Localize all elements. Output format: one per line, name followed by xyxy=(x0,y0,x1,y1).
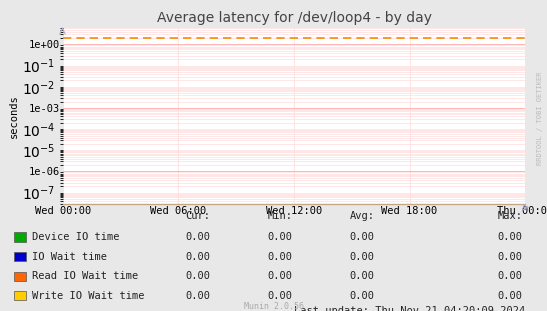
Text: 0.00: 0.00 xyxy=(350,252,375,262)
Text: Min:: Min: xyxy=(267,211,293,221)
Text: 0.00: 0.00 xyxy=(185,272,211,281)
Text: 0.00: 0.00 xyxy=(267,232,293,242)
Text: Write IO Wait time: Write IO Wait time xyxy=(32,291,144,301)
Text: 0.00: 0.00 xyxy=(350,232,375,242)
Text: 0.00: 0.00 xyxy=(267,252,293,262)
Title: Average latency for /dev/loop4 - by day: Average latency for /dev/loop4 - by day xyxy=(156,12,432,26)
Text: 0.00: 0.00 xyxy=(267,272,293,281)
Text: 0.00: 0.00 xyxy=(350,291,375,301)
Text: RRDTOOL / TOBI OETIKER: RRDTOOL / TOBI OETIKER xyxy=(537,72,543,165)
Text: 0.00: 0.00 xyxy=(185,252,211,262)
Text: Device IO time: Device IO time xyxy=(32,232,119,242)
Text: 0.00: 0.00 xyxy=(497,272,522,281)
Text: 0.00: 0.00 xyxy=(267,291,293,301)
Text: Cur:: Cur: xyxy=(185,211,211,221)
Text: Max:: Max: xyxy=(497,211,522,221)
Y-axis label: seconds: seconds xyxy=(9,94,19,138)
Text: Avg:: Avg: xyxy=(350,211,375,221)
Text: Munin 2.0.56: Munin 2.0.56 xyxy=(243,302,304,311)
Text: 0.00: 0.00 xyxy=(185,232,211,242)
Text: IO Wait time: IO Wait time xyxy=(32,252,107,262)
Text: Read IO Wait time: Read IO Wait time xyxy=(32,272,138,281)
Text: 0.00: 0.00 xyxy=(350,272,375,281)
Text: 0.00: 0.00 xyxy=(497,291,522,301)
Text: 0.00: 0.00 xyxy=(185,291,211,301)
Text: 0.00: 0.00 xyxy=(497,252,522,262)
Text: 0.00: 0.00 xyxy=(497,232,522,242)
Text: Last update: Thu Nov 21 04:20:09 2024: Last update: Thu Nov 21 04:20:09 2024 xyxy=(294,306,525,311)
